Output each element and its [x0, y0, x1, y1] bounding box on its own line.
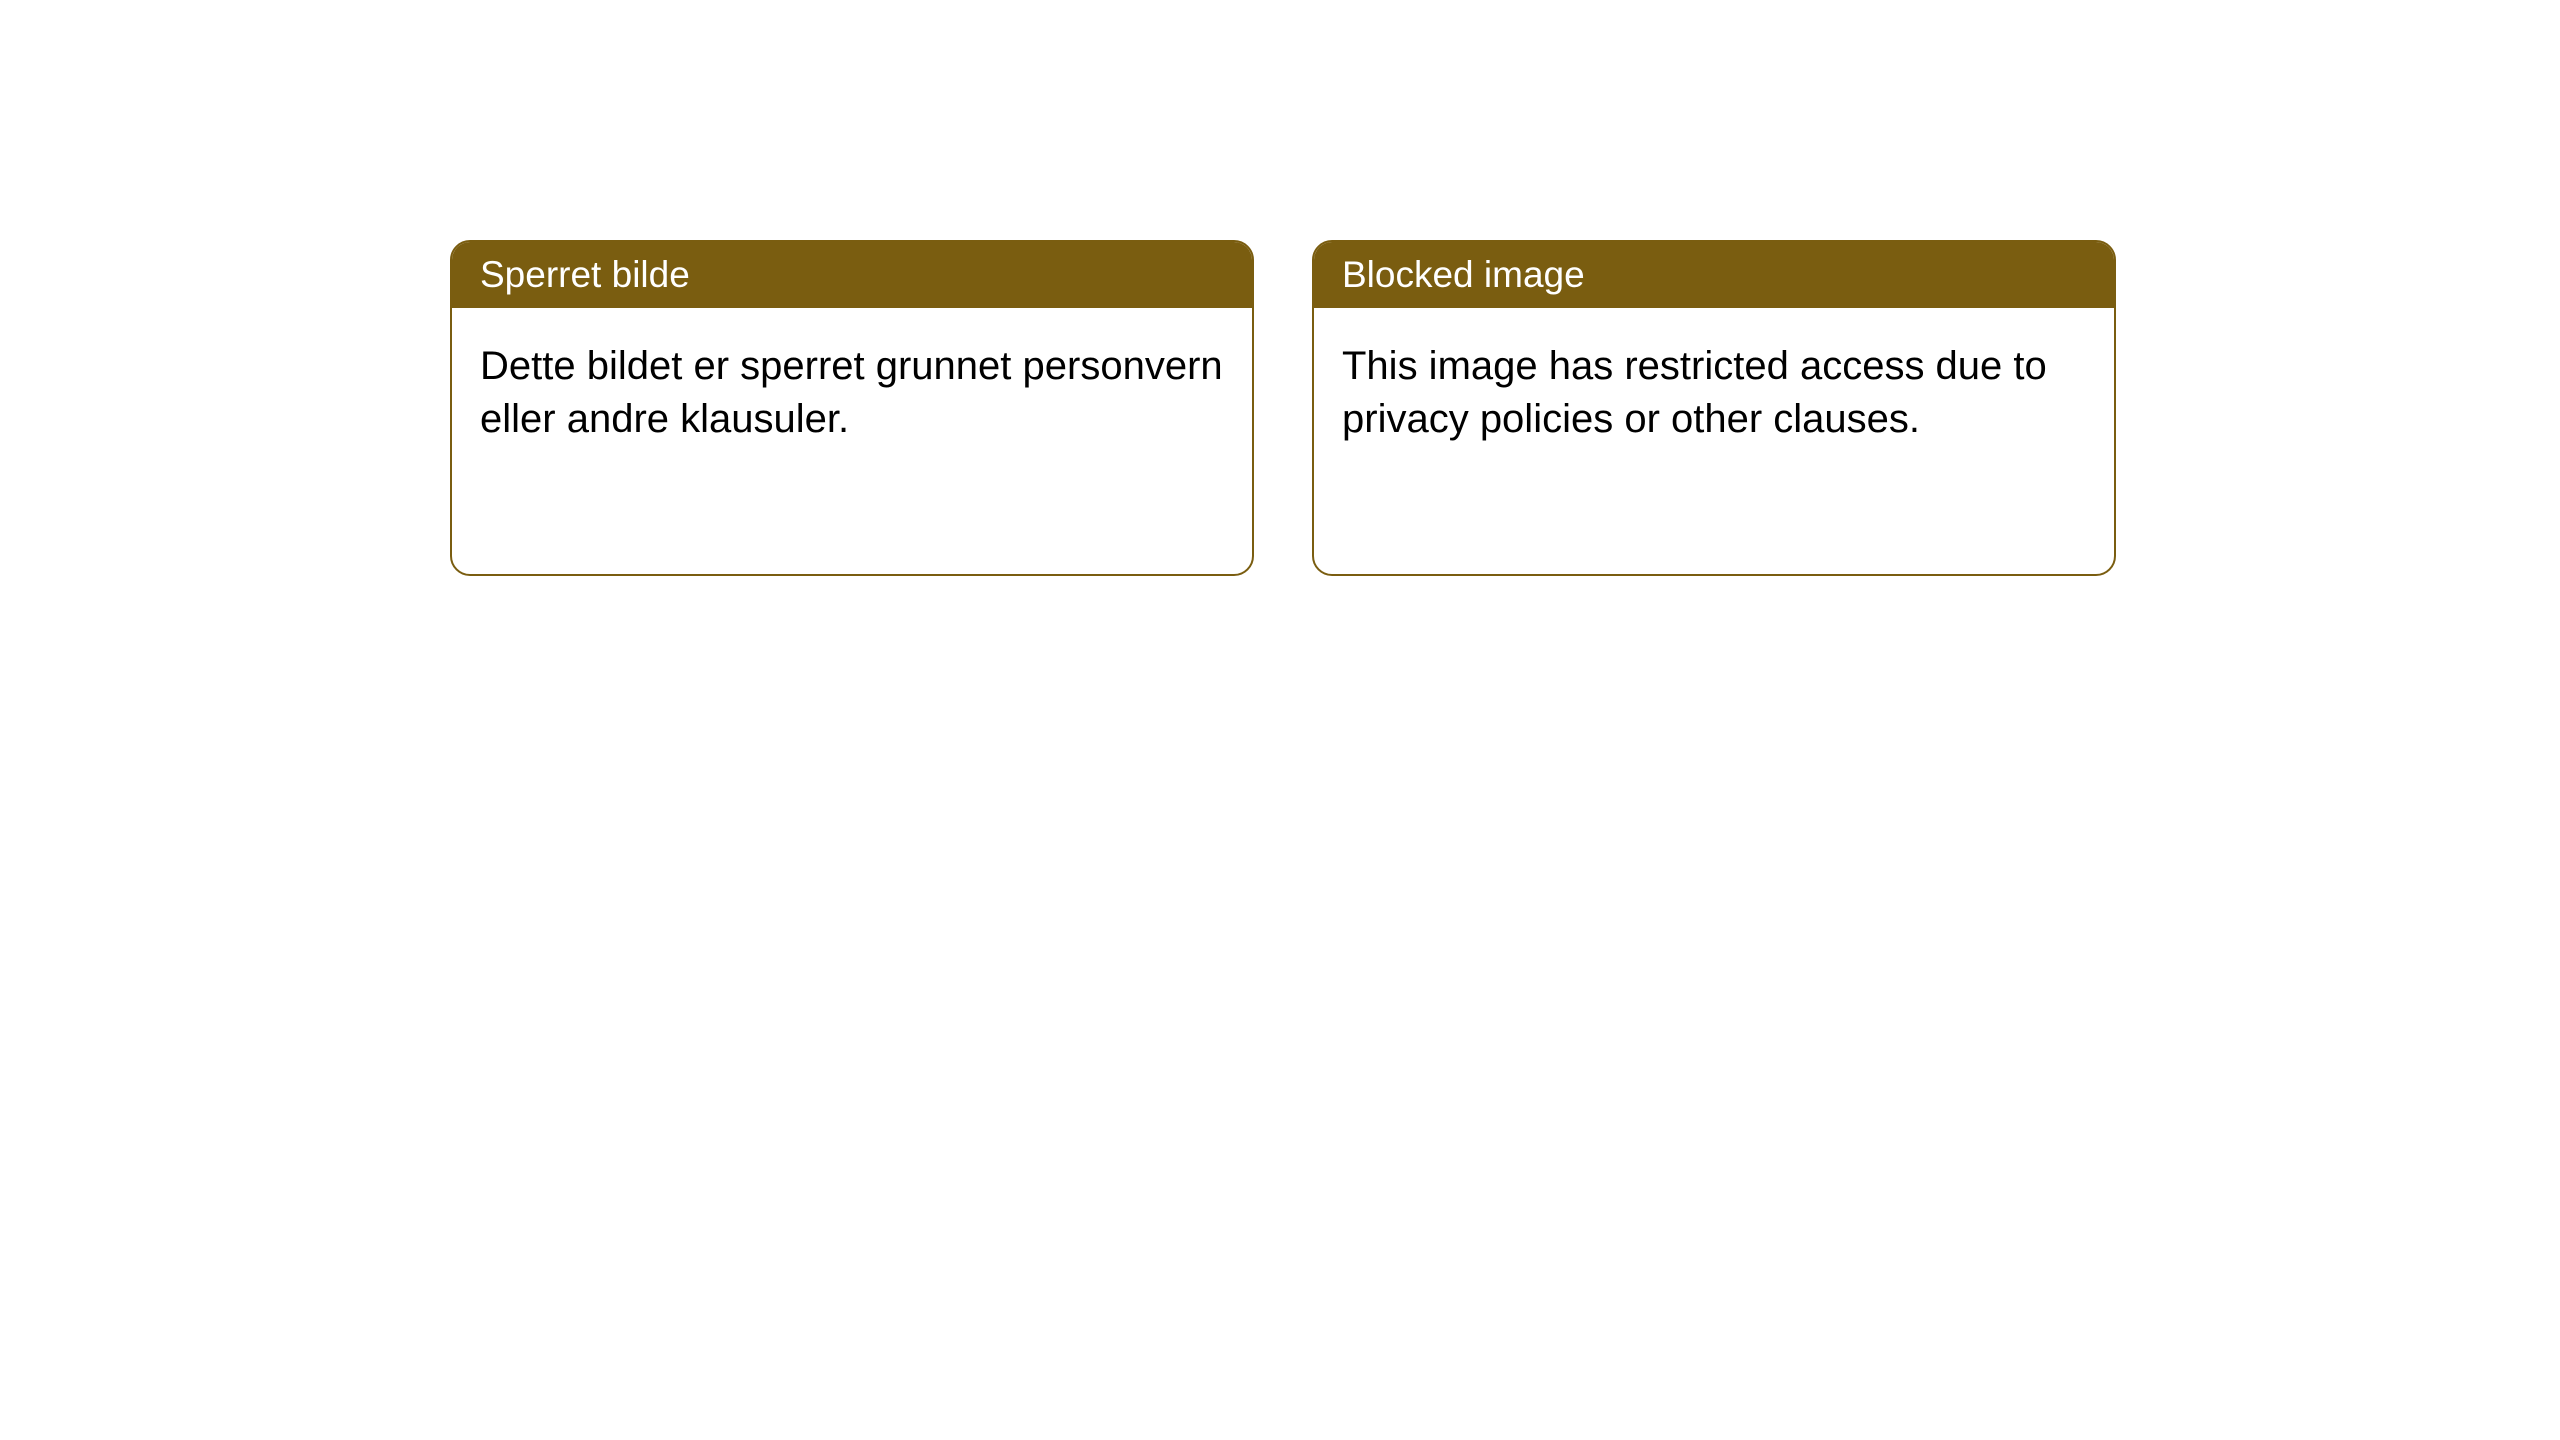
notice-body: This image has restricted access due to … [1314, 308, 2114, 478]
notice-header: Blocked image [1314, 242, 2114, 308]
notice-text: This image has restricted access due to … [1342, 344, 2047, 441]
notice-card-norwegian: Sperret bilde Dette bildet er sperret gr… [450, 240, 1254, 576]
notice-body: Dette bildet er sperret grunnet personve… [452, 308, 1252, 478]
notice-container: Sperret bilde Dette bildet er sperret gr… [450, 240, 2116, 576]
notice-card-english: Blocked image This image has restricted … [1312, 240, 2116, 576]
notice-title: Sperret bilde [480, 254, 690, 295]
notice-title: Blocked image [1342, 254, 1585, 295]
notice-text: Dette bildet er sperret grunnet personve… [480, 344, 1223, 441]
notice-header: Sperret bilde [452, 242, 1252, 308]
